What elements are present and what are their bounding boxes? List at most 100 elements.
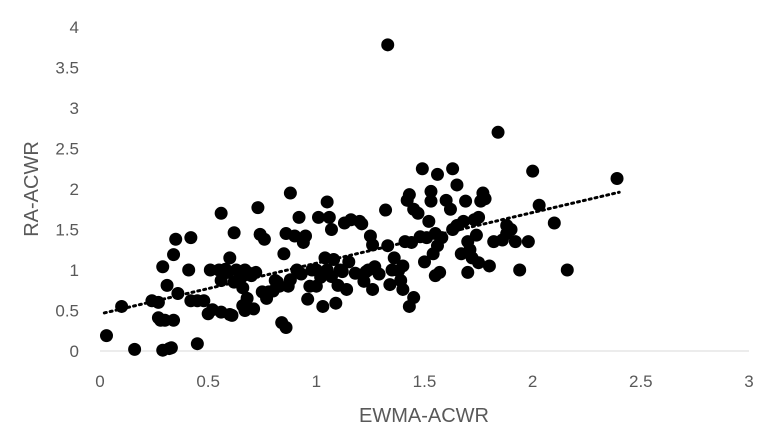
data-point [513, 263, 527, 277]
data-point [472, 210, 486, 224]
x-axis-title: EWMA-ACWR [359, 405, 489, 427]
data-point [236, 281, 250, 295]
data-point [415, 162, 429, 176]
data-point [283, 273, 297, 287]
x-tick-label: 1.5 [413, 372, 437, 391]
data-point [160, 278, 174, 292]
data-point [251, 201, 265, 215]
data-point [430, 167, 444, 181]
data-point [322, 210, 336, 224]
data-point [402, 188, 416, 202]
data-point [478, 192, 492, 206]
data-point [508, 235, 522, 249]
data-point [324, 223, 338, 236]
data-point [366, 238, 380, 252]
data-point [327, 252, 341, 266]
data-point [433, 265, 447, 279]
data-point [504, 223, 518, 236]
y-tick-label: 3 [70, 99, 79, 118]
data-point [247, 302, 261, 316]
data-point [348, 266, 362, 280]
data-point [381, 38, 395, 52]
x-tick-label: 0.5 [196, 372, 220, 391]
data-point [301, 292, 315, 306]
data-point [372, 267, 386, 281]
y-axis-title: RA-ACWR [21, 141, 43, 237]
data-point [526, 164, 540, 178]
y-tick-label: 4 [70, 18, 79, 37]
data-point [335, 265, 349, 279]
data-point [560, 263, 574, 277]
data-point [299, 229, 313, 243]
data-point [182, 263, 196, 277]
data-point [456, 214, 470, 228]
data-point [128, 342, 142, 356]
data-points [99, 38, 624, 357]
data-point [164, 341, 178, 355]
data-point [459, 194, 473, 208]
data-point [407, 291, 421, 305]
data-point [214, 206, 228, 220]
x-tick-label: 2 [528, 372, 537, 391]
data-point [547, 216, 561, 230]
x-tick-label: 0 [95, 372, 104, 391]
data-point [357, 274, 371, 288]
data-point [240, 291, 254, 305]
data-point [169, 232, 183, 246]
data-point [340, 282, 354, 296]
data-point [387, 251, 401, 265]
data-point [320, 195, 334, 209]
trendline [102, 190, 621, 315]
data-point [171, 286, 185, 300]
data-point [115, 299, 129, 313]
data-point [396, 282, 410, 296]
data-point [184, 231, 198, 245]
data-point [167, 248, 181, 262]
data-point [294, 267, 308, 281]
y-tick-labels: 0 0.5 1 1.5 2 2.5 3 3.5 4 [55, 18, 79, 361]
data-point [355, 217, 369, 231]
data-point [610, 171, 624, 185]
data-point [491, 125, 505, 139]
data-point [521, 235, 535, 249]
data-point [411, 206, 425, 220]
data-point [283, 186, 297, 200]
data-point [225, 308, 239, 322]
data-point [197, 294, 211, 308]
y-tick-label: 2 [70, 180, 79, 199]
data-point [461, 265, 475, 279]
x-tick-label: 2.5 [629, 372, 653, 391]
data-point [227, 226, 241, 240]
data-point [292, 210, 306, 224]
data-point [249, 265, 263, 279]
data-point [418, 255, 431, 269]
x-tick-labels: 0 0.5 1 1.5 2 2.5 3 [95, 372, 753, 391]
data-point [424, 184, 438, 198]
y-tick-label: 3.5 [55, 59, 79, 78]
y-tick-label: 1 [70, 261, 79, 280]
data-point [443, 202, 457, 216]
data-point [279, 321, 293, 335]
data-point [482, 259, 496, 273]
data-point [379, 203, 393, 217]
data-point [383, 278, 397, 292]
data-point [446, 162, 460, 176]
data-point [190, 337, 204, 351]
data-point [316, 299, 330, 313]
data-point [167, 313, 181, 327]
data-point [472, 256, 486, 270]
data-point [422, 214, 436, 228]
y-tick-label: 2.5 [55, 140, 79, 159]
y-tick-label: 0.5 [55, 302, 79, 321]
x-tick-label: 3 [744, 372, 753, 391]
data-point [277, 247, 291, 261]
data-point [156, 260, 170, 274]
data-point [99, 329, 113, 343]
data-point [396, 259, 410, 273]
data-point [469, 228, 483, 242]
data-point [257, 232, 271, 246]
y-tick-label: 0 [70, 342, 79, 361]
data-point [424, 194, 438, 208]
y-tick-label: 1.5 [55, 221, 79, 240]
